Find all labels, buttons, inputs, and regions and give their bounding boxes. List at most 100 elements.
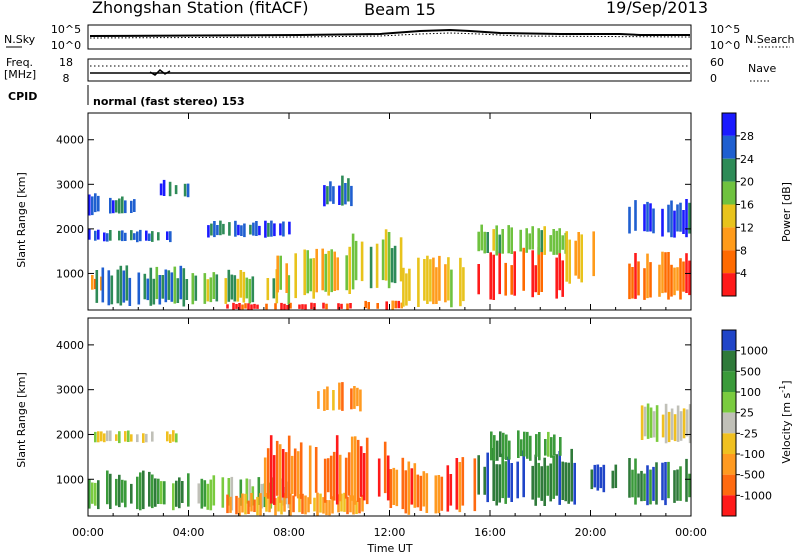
velocity-echo-cell — [166, 431, 169, 442]
power-echo-cell — [327, 250, 330, 296]
beam-title: Beam 15 — [364, 0, 436, 19]
power-echo-cell — [183, 183, 187, 197]
power-echo-cell — [133, 199, 136, 212]
power-echo-cell — [676, 204, 679, 232]
velocity-echo-cell — [175, 433, 178, 443]
power-echo-cell — [136, 231, 139, 243]
power-echo-region — [402, 255, 465, 308]
velocity-echo-cell — [115, 434, 118, 441]
velocity-echo-cell — [151, 431, 154, 442]
velocity-echo-cell — [389, 469, 393, 508]
power-echo-cell — [109, 230, 112, 241]
velocity-echo-cell — [325, 500, 328, 516]
power-echo-cell — [664, 252, 667, 293]
power-echo-cell — [364, 300, 367, 309]
power-echo-cell — [459, 257, 462, 307]
power-colorbar-swatch — [722, 204, 736, 228]
power-echo-cell — [118, 198, 121, 214]
velocity-echo-cell — [284, 452, 288, 499]
power-echo-cell — [267, 222, 270, 237]
velocity-echo-cell — [259, 493, 262, 516]
power-echo-cell — [528, 233, 531, 250]
velocity-echo-cell — [688, 404, 692, 444]
velocity-echo-cell — [277, 496, 280, 512]
velocity-echo-cell — [353, 386, 356, 409]
power-echo-cell — [376, 303, 379, 309]
velocity-echo-cell — [247, 500, 250, 514]
power-echo-cell — [91, 275, 94, 290]
velocity-echo-cell — [268, 492, 271, 513]
velocity-colorbar-label: Velocity [m s-1] — [778, 380, 793, 463]
velocity-echo-cell — [250, 493, 253, 512]
velocity-echo-cell — [526, 431, 529, 459]
velocity-echo-cell — [449, 474, 453, 506]
power-echo-cell — [248, 278, 252, 304]
power-ytick-label: 3000 — [56, 178, 84, 191]
power-echo-cell — [423, 259, 426, 301]
velocity-echo-cell — [332, 390, 335, 411]
power-echo-cell — [264, 220, 267, 238]
velocity-echo-cell — [640, 470, 643, 502]
velocity-echo-cell — [227, 478, 231, 506]
power-echo-cell — [394, 300, 397, 309]
velocity-echo-cell — [676, 405, 680, 442]
power-echo-cell — [294, 253, 297, 299]
velocity-echo-cell — [535, 434, 538, 457]
velocity-echo-cell — [661, 414, 665, 438]
velocity-echo-cell — [181, 481, 184, 503]
power-echo-cell — [270, 220, 273, 237]
velocity-echo-region — [490, 430, 562, 461]
velocity-echo-cell — [643, 473, 646, 501]
velocity-echo-cell — [352, 495, 355, 515]
power-echo-cell — [167, 270, 171, 300]
power-echo-cell — [688, 260, 691, 296]
velocity-echo-cell — [349, 495, 352, 513]
power-echo-cell — [304, 304, 307, 310]
power-echo-cell — [212, 272, 216, 299]
power-echo-cell — [240, 225, 243, 236]
power-echo-cell — [426, 255, 429, 304]
power-echo-cell — [149, 267, 153, 306]
power-echo-region — [276, 246, 351, 299]
power-colorbar-tick-label: 4 — [740, 267, 747, 280]
power-echo-cell — [685, 199, 688, 238]
velocity-echo-cell — [274, 498, 277, 516]
velocity-echo-cell — [646, 403, 650, 439]
power-echo-cell — [658, 264, 661, 297]
power-echo-cell — [282, 221, 285, 237]
velocity-echo-cell — [292, 495, 295, 513]
power-echo-cell — [628, 263, 631, 300]
power-echo-cell — [118, 230, 121, 241]
velocity-colorbar-swatch — [722, 330, 736, 351]
power-echo-cell — [330, 249, 333, 293]
velocity-echo-cell — [142, 433, 145, 443]
power-colorbar-tick-label: 28 — [740, 130, 754, 143]
velocity-echo-cell — [154, 478, 157, 507]
velocity-echo-cell — [550, 437, 553, 458]
power-echo-cell — [166, 231, 169, 240]
power-echo-cell — [95, 270, 99, 303]
power-echo-cell — [646, 201, 649, 232]
velocity-echo-cell — [329, 455, 333, 500]
power-echo-cell — [238, 303, 241, 310]
velocity-echo-cell — [139, 472, 142, 511]
cpid-label: CPID — [8, 90, 37, 103]
power-echo-cell — [148, 233, 151, 241]
power-echo-cell — [486, 232, 489, 253]
velocity-echo-cell — [517, 430, 520, 458]
velocity-echo-cell — [558, 451, 561, 505]
power-echo-cell — [298, 304, 301, 309]
velocity-echo-cell — [673, 414, 677, 442]
power-echo-region — [88, 229, 172, 243]
power-echo-cell — [329, 181, 332, 202]
nave-label: Nave — [748, 62, 776, 75]
velocity-echo-cell — [667, 411, 671, 443]
velocity-echo-cell — [157, 478, 160, 504]
power-echo-cell — [194, 275, 198, 301]
velocity-echo-cell — [599, 467, 603, 489]
power-echo-cell — [344, 183, 347, 205]
power-echo-cell — [115, 200, 118, 213]
velocity-echo-cell — [323, 389, 326, 411]
power-echo-cell — [182, 268, 186, 307]
power-echo-cell — [272, 278, 276, 299]
